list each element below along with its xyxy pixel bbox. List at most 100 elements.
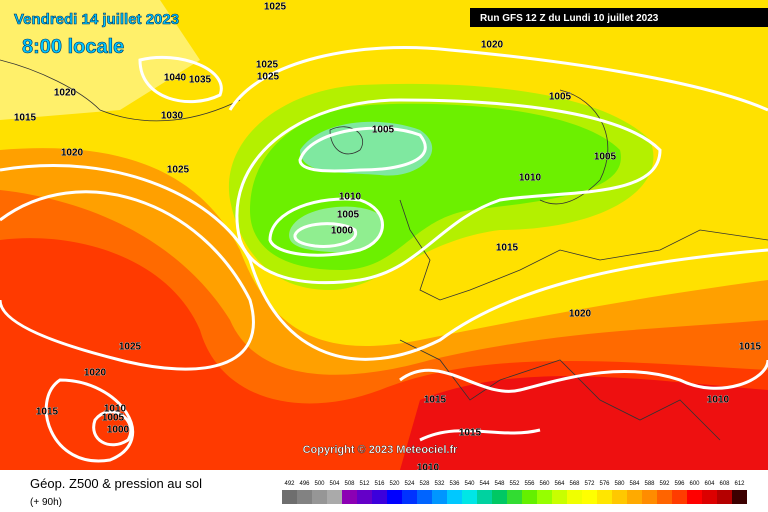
scale-label: 500 (314, 481, 325, 487)
map-time: 8:00 locale (22, 36, 124, 58)
scale-label: 612 (734, 481, 745, 487)
scale-label: 492 (284, 481, 295, 487)
scale-cell (282, 490, 297, 504)
scale-cell (702, 490, 717, 504)
isobar-label: 1005 (102, 413, 125, 424)
isobar-label: 1000 (331, 226, 354, 237)
scale-cell (672, 490, 687, 504)
isobar-label: 1020 (84, 368, 107, 379)
scale-label: 556 (524, 481, 535, 487)
isobar-label: 1020 (54, 88, 77, 99)
scale-cell (657, 490, 672, 504)
isobar-label: 1010 (519, 173, 542, 184)
isobar-label: 1005 (549, 92, 572, 103)
scale-label: 504 (329, 481, 340, 487)
scale-cell (357, 490, 372, 504)
scale-label: 576 (599, 481, 610, 487)
isobar-label: 1040 (164, 73, 187, 84)
isobar-label: 1015 (739, 342, 762, 353)
scale-cell (732, 490, 747, 504)
scale-label: 520 (389, 481, 400, 487)
scale-label: 568 (569, 481, 580, 487)
isobar-label: 1030 (161, 111, 184, 122)
footer-title: Géop. Z500 & pression au sol (30, 476, 202, 491)
scale-label: 588 (644, 481, 655, 487)
scale-label: 512 (359, 481, 370, 487)
scale-cell (507, 490, 522, 504)
scale-cell (597, 490, 612, 504)
scale-cell (582, 490, 597, 504)
map-date: Vendredi 14 juillet 2023 (14, 11, 179, 28)
scale-cell (567, 490, 582, 504)
scale-cell (312, 490, 327, 504)
scale-cell (522, 490, 537, 504)
scale-label: 596 (674, 481, 685, 487)
isobar-label: 1010 (417, 463, 440, 474)
scale-label: 496 (299, 481, 310, 487)
scale-cell (402, 490, 417, 504)
scale-label: 516 (374, 481, 385, 487)
scale-label: 572 (584, 481, 595, 487)
scale-label: 600 (689, 481, 700, 487)
scale-cell (432, 490, 447, 504)
scale-cell (687, 490, 702, 504)
run-info: Run GFS 12 Z du Lundi 10 juillet 2023 (480, 13, 659, 24)
forecast-lead: (+ 90h) (30, 497, 62, 508)
scale-cell (492, 490, 507, 504)
scale-label: 604 (704, 481, 715, 487)
copyright: Copyright © 2023 Meteociel.fr (303, 444, 459, 456)
isobars (0, 46, 768, 463)
scale-cell (717, 490, 732, 504)
isobar-label: 1005 (594, 152, 617, 163)
scale-cell (372, 490, 387, 504)
scale-cell (462, 490, 477, 504)
run-banner (470, 8, 768, 27)
isobar-label: 1015 (36, 407, 59, 418)
isobar-label: 1020 (61, 148, 84, 159)
scale-cell (612, 490, 627, 504)
isobar-label: 1015 (496, 243, 519, 254)
isobar-label: 1010 (707, 395, 730, 406)
isobar-label: 1035 (189, 75, 212, 86)
isobar-label: 1025 (256, 60, 279, 71)
scale-cell (417, 490, 432, 504)
isobar-label: 1005 (372, 125, 395, 136)
scale-label: 544 (479, 481, 490, 487)
scale-cell (552, 490, 567, 504)
scale-cell (642, 490, 657, 504)
scale-label: 592 (659, 481, 670, 487)
scale-cell (477, 490, 492, 504)
isobar-label: 1010 (104, 404, 127, 415)
scale-label: 580 (614, 481, 625, 487)
scale-label: 508 (344, 481, 355, 487)
scale-cell (297, 490, 312, 504)
isobar-label: 1010 (339, 192, 362, 203)
scale-cell (627, 490, 642, 504)
scale-label: 608 (719, 481, 730, 487)
isobar-label: 1025 (257, 72, 280, 83)
scale-label: 552 (509, 481, 520, 487)
color-scale: 492 496 500 504 508 512 516 520 524 528 532 536 540 5… (282, 481, 747, 504)
isobar-label: 1025 (264, 2, 287, 13)
header: Vendredi 14 juillet 2023 8:00 locale Run… (14, 8, 768, 58)
isobar-label: 1020 (481, 40, 504, 51)
scale-label: 584 (629, 481, 640, 487)
isobar-label: 1025 (167, 165, 190, 176)
scale-label: 560 (539, 481, 550, 487)
scale-label: 532 (434, 481, 445, 487)
scale-label: 540 (464, 481, 475, 487)
isobar-label: 1015 (459, 428, 482, 439)
scale-cell (537, 490, 552, 504)
isobar-label: 1000 (107, 425, 130, 436)
scale-label: 548 (494, 481, 505, 487)
map-background (0, 0, 768, 470)
isobar-label: 1025 (119, 342, 142, 353)
scale-cell (342, 490, 357, 504)
isobar-label: 1015 (424, 395, 447, 406)
scale-label: 524 (404, 481, 415, 487)
isobar-label: 1005 (337, 210, 360, 221)
scale-cell (447, 490, 462, 504)
scale-label: 564 (554, 481, 565, 487)
